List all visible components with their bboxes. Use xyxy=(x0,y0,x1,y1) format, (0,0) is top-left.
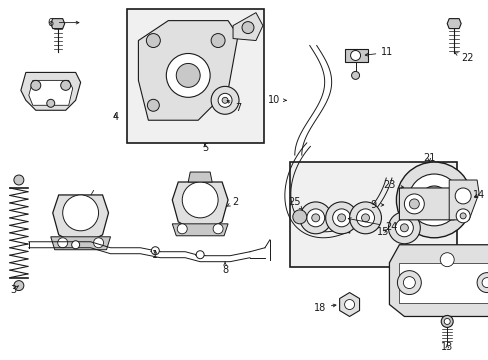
Text: 19: 19 xyxy=(0,359,1,360)
Text: 8: 8 xyxy=(222,262,228,275)
Circle shape xyxy=(211,86,239,114)
Circle shape xyxy=(177,224,187,234)
Text: 24: 24 xyxy=(347,218,397,232)
Text: 17: 17 xyxy=(0,359,1,360)
Circle shape xyxy=(443,319,449,324)
Polygon shape xyxy=(172,224,227,236)
Circle shape xyxy=(455,209,469,223)
Text: 7: 7 xyxy=(226,100,241,113)
Circle shape xyxy=(242,22,253,33)
Text: 10: 10 xyxy=(267,95,285,105)
Circle shape xyxy=(166,54,210,97)
Polygon shape xyxy=(233,13,263,41)
Text: 16: 16 xyxy=(0,359,1,360)
Circle shape xyxy=(440,315,452,328)
Circle shape xyxy=(299,202,331,234)
Circle shape xyxy=(403,276,414,289)
Circle shape xyxy=(349,202,381,234)
Circle shape xyxy=(337,214,345,222)
Text: 18: 18 xyxy=(313,302,335,312)
Polygon shape xyxy=(188,172,212,182)
Text: 5: 5 xyxy=(202,143,208,153)
Polygon shape xyxy=(399,188,458,220)
Text: 4: 4 xyxy=(112,112,118,122)
Polygon shape xyxy=(138,21,238,120)
Circle shape xyxy=(427,194,439,206)
Circle shape xyxy=(387,212,420,244)
Circle shape xyxy=(481,278,488,288)
Circle shape xyxy=(176,63,200,87)
Text: 20: 20 xyxy=(0,359,1,360)
Circle shape xyxy=(222,97,227,103)
Circle shape xyxy=(356,209,374,227)
Text: 1: 1 xyxy=(152,250,158,260)
Circle shape xyxy=(72,241,80,249)
Circle shape xyxy=(396,162,471,238)
Circle shape xyxy=(62,195,99,231)
Polygon shape xyxy=(51,19,64,28)
Polygon shape xyxy=(53,195,108,247)
Text: 3: 3 xyxy=(10,284,19,294)
Text: 15: 15 xyxy=(377,227,389,237)
Polygon shape xyxy=(388,245,488,316)
Circle shape xyxy=(31,80,41,90)
Polygon shape xyxy=(399,263,488,302)
Circle shape xyxy=(182,182,218,218)
Circle shape xyxy=(218,93,232,107)
Text: 11: 11 xyxy=(365,48,393,58)
Circle shape xyxy=(332,209,350,227)
Circle shape xyxy=(400,224,407,232)
Text: 25: 25 xyxy=(288,197,302,210)
Circle shape xyxy=(439,253,453,267)
Circle shape xyxy=(146,33,160,48)
Text: 14: 14 xyxy=(472,190,484,200)
Text: 22: 22 xyxy=(454,53,472,63)
Circle shape xyxy=(213,224,223,234)
Text: 2: 2 xyxy=(226,197,238,207)
Circle shape xyxy=(361,214,369,222)
Circle shape xyxy=(58,238,67,248)
Circle shape xyxy=(47,99,55,107)
Text: 13: 13 xyxy=(440,342,452,352)
Circle shape xyxy=(404,194,424,214)
Circle shape xyxy=(397,271,421,294)
Polygon shape xyxy=(339,293,359,316)
Circle shape xyxy=(151,247,159,255)
Circle shape xyxy=(292,210,306,224)
Text: 12: 12 xyxy=(0,359,1,360)
Circle shape xyxy=(147,99,159,111)
Bar xyxy=(127,9,264,143)
Circle shape xyxy=(14,175,24,185)
Text: 21: 21 xyxy=(422,153,435,163)
Circle shape xyxy=(325,202,357,234)
Circle shape xyxy=(420,186,447,214)
Text: 23: 23 xyxy=(383,180,403,190)
Text: 6: 6 xyxy=(48,18,79,28)
Polygon shape xyxy=(29,80,73,105)
Polygon shape xyxy=(21,72,81,110)
Polygon shape xyxy=(344,49,367,62)
Polygon shape xyxy=(447,19,460,28)
Circle shape xyxy=(211,33,224,48)
Circle shape xyxy=(306,209,324,227)
Polygon shape xyxy=(172,182,227,234)
Polygon shape xyxy=(448,180,478,220)
Circle shape xyxy=(14,280,24,291)
Circle shape xyxy=(196,251,203,259)
Bar xyxy=(289,162,456,267)
Circle shape xyxy=(454,188,470,204)
Circle shape xyxy=(351,71,359,80)
Polygon shape xyxy=(51,237,110,250)
Circle shape xyxy=(350,50,360,60)
Circle shape xyxy=(476,273,488,293)
Circle shape xyxy=(395,219,412,237)
Circle shape xyxy=(407,174,459,226)
Text: 9: 9 xyxy=(370,200,383,210)
Circle shape xyxy=(61,80,71,90)
Circle shape xyxy=(93,238,103,248)
Circle shape xyxy=(459,213,465,219)
Circle shape xyxy=(311,214,319,222)
Circle shape xyxy=(344,300,354,310)
Circle shape xyxy=(408,199,419,209)
